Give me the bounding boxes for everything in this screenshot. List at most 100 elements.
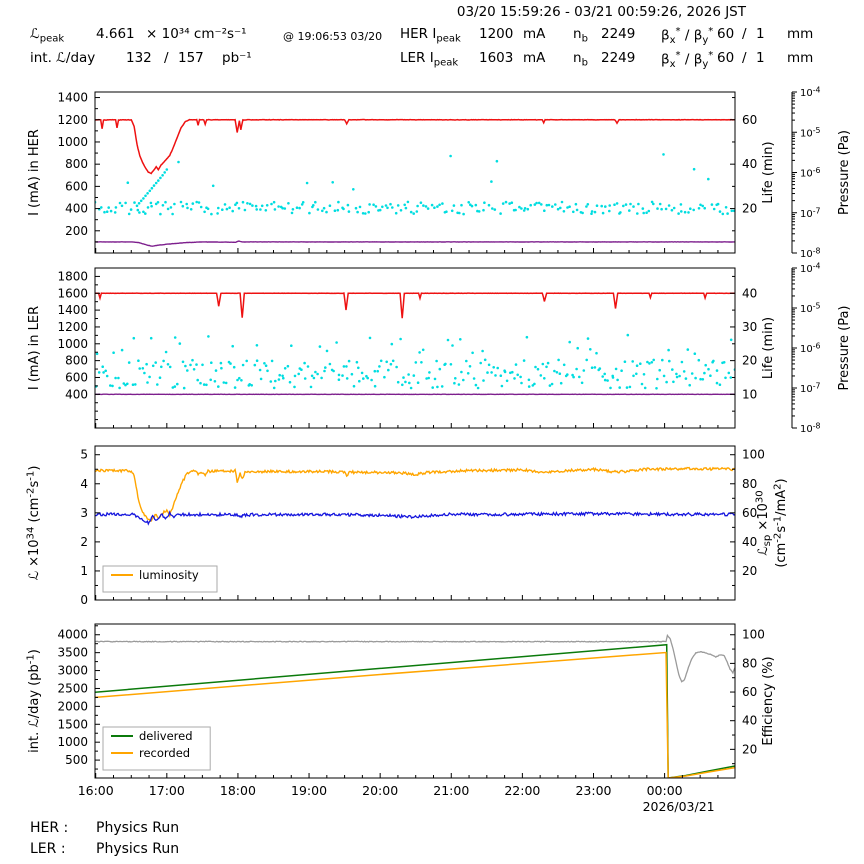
svg-text:400: 400 bbox=[65, 202, 88, 216]
svg-text:int. ℒ/day (pb-1): int. ℒ/day (pb-1) bbox=[26, 649, 42, 753]
panel-ler: 400 600 800 1000 1200 1400 1600 1800 10 20 30 40 Lif… bbox=[27, 262, 852, 435]
svg-text:10-6: 10-6 bbox=[800, 342, 821, 355]
svg-text:2500: 2500 bbox=[57, 681, 88, 695]
her-nb-label: nb bbox=[573, 26, 588, 45]
efficiency-series bbox=[95, 633, 735, 683]
svg-text:60: 60 bbox=[742, 506, 757, 520]
panel-lumi: 0 1 2 3 4 5 20 40 60 80 100 ℒsp ×1030(cm-2s-1/mA2) ℒ… bbox=[26, 445, 789, 607]
svg-text:1200: 1200 bbox=[57, 320, 88, 334]
her-nb-value: 2249 bbox=[601, 26, 636, 42]
svg-text:600: 600 bbox=[65, 370, 88, 384]
her-status-value: Physics Run bbox=[96, 820, 180, 836]
svg-text:0: 0 bbox=[80, 593, 88, 607]
her-beta-value2: 1 bbox=[756, 26, 765, 42]
lpeak-unit: × 10³⁴ cm⁻²s⁻¹ bbox=[146, 26, 247, 42]
svg-text:20: 20 bbox=[742, 564, 757, 578]
svg-text:Pressure (Pa): Pressure (Pa) bbox=[837, 130, 852, 215]
her-beta-unit: mm bbox=[787, 26, 814, 42]
svg-text:20: 20 bbox=[742, 354, 757, 368]
run-status: HER : Physics Run LER : Physics Run bbox=[0, 820, 864, 864]
ler-beta-value: 60 bbox=[717, 50, 735, 66]
svg-text:(cm-2s-1/mA2): (cm-2s-1/mA2) bbox=[773, 478, 789, 567]
svg-text:Life (min): Life (min) bbox=[761, 317, 776, 379]
svg-text:10: 10 bbox=[742, 387, 757, 401]
ler-status-label: LER : bbox=[30, 841, 66, 857]
delivered-series bbox=[95, 643, 735, 778]
recorded-series bbox=[95, 651, 735, 778]
svg-text:20:00: 20:00 bbox=[362, 783, 398, 798]
ler-nb-value: 2249 bbox=[601, 50, 636, 66]
ler-ipeak-label: LER Ipeak bbox=[400, 50, 459, 69]
intl-label: int. ℒ/day bbox=[30, 50, 96, 66]
svg-text:1800: 1800 bbox=[57, 269, 88, 283]
svg-text:ℒsp ×1030: ℒsp ×1030 bbox=[755, 490, 773, 555]
beta-label-ler: βx* / βy* bbox=[661, 50, 714, 71]
ler-beta-value2: 1 bbox=[756, 50, 765, 66]
ler-ipeak-value: 1603 bbox=[479, 50, 514, 66]
svg-text:recorded: recorded bbox=[139, 746, 190, 760]
ler-status-value: Physics Run bbox=[96, 841, 180, 857]
svg-text:Life (min): Life (min) bbox=[761, 141, 776, 203]
svg-text:I (mA) in HER: I (mA) in HER bbox=[27, 129, 42, 216]
svg-text:100: 100 bbox=[742, 448, 765, 462]
ler-lifetime-series bbox=[95, 333, 735, 390]
svg-text:19:00: 19:00 bbox=[291, 783, 327, 798]
svg-text:40: 40 bbox=[742, 535, 757, 549]
svg-text:10-5: 10-5 bbox=[800, 126, 821, 139]
her-lifetime-series bbox=[95, 153, 735, 216]
svg-text:5: 5 bbox=[80, 448, 88, 462]
ler-current-series bbox=[95, 292, 735, 319]
svg-text:400: 400 bbox=[65, 387, 88, 401]
svg-text:80: 80 bbox=[742, 477, 757, 491]
svg-text:ℒ ×1034 (cm-2s-1): ℒ ×1034 (cm-2s-1) bbox=[26, 466, 42, 581]
svg-text:1000: 1000 bbox=[57, 735, 88, 749]
svg-text:500: 500 bbox=[65, 753, 88, 767]
svg-text:1600: 1600 bbox=[57, 286, 88, 300]
svg-text:luminosity: luminosity bbox=[139, 568, 199, 582]
svg-text:40: 40 bbox=[742, 714, 757, 728]
ler-nb-label: nb bbox=[573, 50, 588, 69]
intl-separator: / bbox=[164, 50, 169, 66]
svg-text:60: 60 bbox=[742, 685, 757, 699]
svg-text:I (mA) in LER: I (mA) in LER bbox=[27, 306, 42, 390]
svg-text:22:00: 22:00 bbox=[504, 783, 540, 798]
her-ipeak-unit: mA bbox=[523, 26, 546, 42]
svg-text:200: 200 bbox=[65, 224, 88, 238]
lpeak-value: 4.661 bbox=[96, 26, 135, 42]
svg-text:10-5: 10-5 bbox=[800, 302, 821, 315]
svg-text:10-8: 10-8 bbox=[800, 422, 821, 435]
lpeak-label: ℒpeak bbox=[30, 26, 65, 45]
svg-text:1: 1 bbox=[80, 564, 88, 578]
svg-text:1200: 1200 bbox=[57, 113, 88, 127]
beta-label-her: βx* / βy* bbox=[661, 26, 714, 47]
svg-text:1000: 1000 bbox=[57, 135, 88, 149]
intl-unit: pb⁻¹ bbox=[222, 50, 252, 66]
svg-text:00:00: 00:00 bbox=[647, 783, 683, 798]
svg-text:16:00: 16:00 bbox=[78, 783, 114, 798]
header: 03/20 15:59:26 - 03/21 00:59:26, 2026 JS… bbox=[0, 0, 864, 84]
svg-text:10-4: 10-4 bbox=[800, 86, 821, 99]
svg-text:100: 100 bbox=[742, 628, 765, 642]
svg-text:delivered: delivered bbox=[139, 729, 193, 743]
svg-text:2026/03/21: 2026/03/21 bbox=[643, 799, 715, 814]
svg-text:1500: 1500 bbox=[57, 717, 88, 731]
svg-text:3500: 3500 bbox=[57, 646, 88, 660]
legend: luminosity bbox=[102, 565, 218, 593]
svg-text:Pressure (Pa): Pressure (Pa) bbox=[837, 305, 852, 390]
panel-her: 200 400 600 800 1000 1200 1400 20 40 60 Life (min)… bbox=[27, 86, 852, 260]
ler-beta-unit: mm bbox=[787, 50, 814, 66]
ler-beta-sep: / bbox=[742, 50, 747, 66]
her-ipeak-label: HER Ipeak bbox=[400, 26, 461, 45]
luminosity-series bbox=[95, 466, 735, 522]
svg-text:21:00: 21:00 bbox=[433, 783, 469, 798]
her-current-series bbox=[95, 118, 735, 175]
svg-text:2000: 2000 bbox=[57, 699, 88, 713]
svg-text:23:00: 23:00 bbox=[575, 783, 611, 798]
svg-text:600: 600 bbox=[65, 179, 88, 193]
svg-text:800: 800 bbox=[65, 354, 88, 368]
svg-text:30: 30 bbox=[742, 320, 757, 334]
her-pressure-series bbox=[95, 240, 735, 247]
legend: delivered recorded bbox=[102, 726, 211, 771]
lpeak-timestamp: @ 19:06:53 03/20 bbox=[283, 30, 383, 43]
